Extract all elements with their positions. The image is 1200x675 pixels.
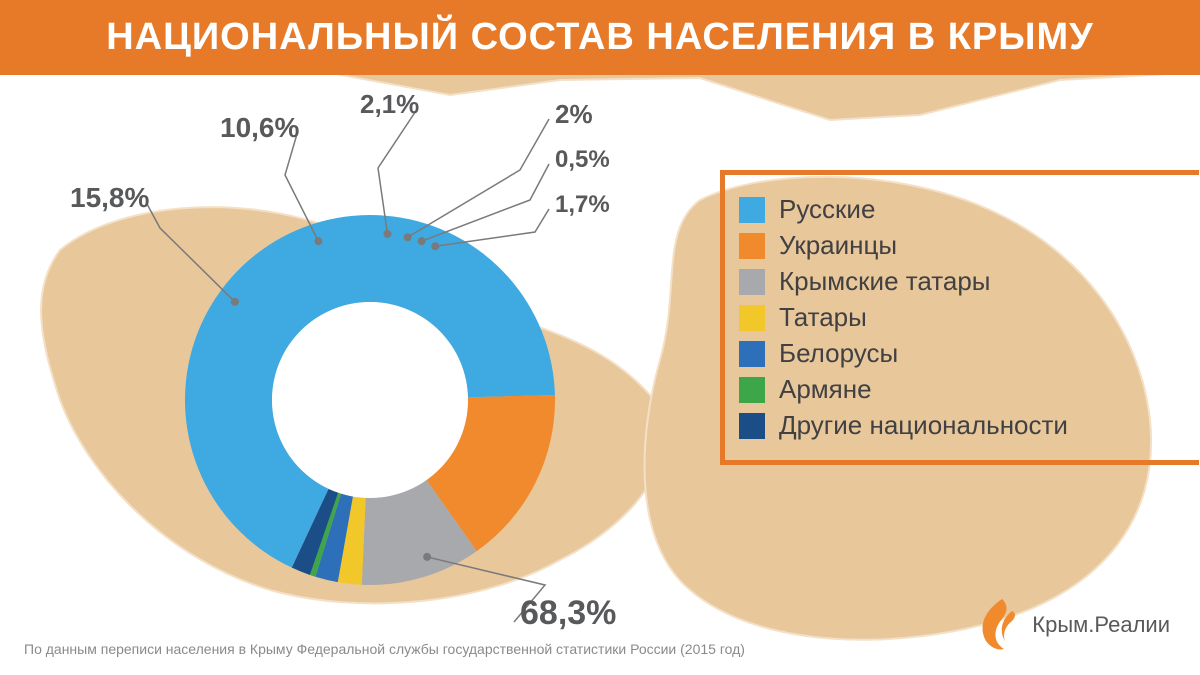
legend-row: Русские — [739, 194, 1179, 225]
legend-label: Крымские татары — [779, 266, 990, 297]
title-bar: НАЦИОНАЛЬНЫЙ СОСТАВ НАСЕЛЕНИЯ В КРЫМУ — [0, 0, 1200, 75]
title-text: НАЦИОНАЛЬНЫЙ СОСТАВ НАСЕЛЕНИЯ В КРЫМУ — [106, 16, 1094, 59]
legend-swatch — [739, 269, 765, 295]
brand-text: Крым.Реалии — [1032, 612, 1170, 638]
legend-label: Белорусы — [779, 338, 898, 369]
legend-label: Украинцы — [779, 230, 897, 261]
legend-swatch — [739, 197, 765, 223]
legend-row: Украинцы — [739, 230, 1179, 261]
legend-label: Армяне — [779, 374, 872, 405]
brand: Крым.Реалии — [972, 597, 1170, 653]
legend-swatch — [739, 305, 765, 331]
legend-label: Другие национальности — [779, 410, 1068, 441]
legend-swatch — [739, 413, 765, 439]
legend-swatch — [739, 377, 765, 403]
legend: Русские Украинцы Крымские татары Татары Бело… — [720, 170, 1199, 465]
legend-row: Армяне — [739, 374, 1179, 405]
legend-label: Татары — [779, 302, 867, 333]
brand-flame-icon — [972, 597, 1018, 653]
source-note: По данным переписи населения в Крыму Фед… — [24, 641, 745, 657]
legend-swatch — [739, 233, 765, 259]
legend-row: Татары — [739, 302, 1179, 333]
legend-swatch — [739, 341, 765, 367]
legend-row: Крымские татары — [739, 266, 1179, 297]
legend-label: Русские — [779, 194, 875, 225]
donut-chart — [183, 213, 557, 587]
legend-row: Белорусы — [739, 338, 1179, 369]
legend-row: Другие национальности — [739, 410, 1179, 441]
